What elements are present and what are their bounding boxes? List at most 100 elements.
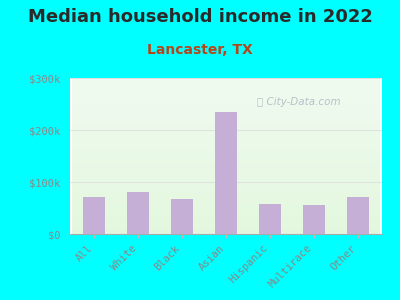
Bar: [72, 124, 380, 125]
Bar: [72, 211, 380, 212]
Bar: [72, 149, 380, 150]
Bar: [72, 107, 380, 108]
Bar: [72, 129, 380, 130]
Bar: [72, 90, 380, 91]
Bar: [72, 152, 380, 153]
Bar: [72, 223, 380, 224]
Bar: [72, 200, 380, 201]
Bar: [72, 205, 380, 206]
Bar: [72, 93, 380, 94]
Bar: [72, 210, 380, 211]
Bar: [72, 146, 380, 147]
Bar: [83, 196, 105, 234]
Bar: [72, 92, 380, 93]
Text: Lancaster, TX: Lancaster, TX: [147, 44, 253, 58]
Bar: [72, 206, 380, 207]
Bar: [72, 143, 380, 144]
Bar: [72, 97, 380, 98]
Bar: [72, 156, 380, 157]
Bar: [72, 176, 380, 177]
Bar: [72, 214, 380, 215]
Bar: [72, 159, 380, 160]
Bar: [72, 179, 380, 180]
Bar: [72, 121, 380, 122]
Bar: [72, 167, 380, 168]
Bar: [72, 91, 380, 92]
Bar: [72, 110, 380, 111]
Bar: [72, 207, 380, 208]
Bar: [72, 186, 380, 187]
Bar: [72, 174, 380, 175]
Bar: [72, 158, 380, 159]
Bar: [72, 100, 380, 101]
Bar: [72, 215, 380, 216]
Bar: [72, 209, 380, 210]
Bar: [72, 188, 380, 189]
Bar: [72, 138, 380, 139]
Bar: [72, 87, 380, 88]
Bar: [72, 132, 380, 133]
Bar: [72, 84, 380, 85]
Bar: [72, 228, 380, 229]
Bar: [72, 148, 380, 149]
Bar: [72, 80, 380, 81]
Bar: [72, 226, 380, 227]
Bar: [72, 154, 380, 155]
Bar: [72, 86, 380, 87]
Bar: [72, 160, 380, 161]
Bar: [72, 122, 380, 123]
Bar: [72, 232, 380, 233]
Bar: [72, 184, 380, 185]
Bar: [72, 177, 380, 178]
Bar: [171, 199, 193, 234]
Bar: [72, 147, 380, 148]
Text: Median household income in 2022: Median household income in 2022: [28, 8, 372, 26]
Bar: [72, 196, 380, 197]
Bar: [72, 195, 380, 196]
Bar: [72, 181, 380, 182]
Bar: [72, 81, 380, 82]
Bar: [72, 88, 380, 89]
Bar: [72, 127, 380, 128]
Bar: [72, 155, 380, 156]
Bar: [72, 192, 380, 193]
Bar: [72, 204, 380, 205]
Bar: [72, 115, 380, 116]
Bar: [72, 128, 380, 129]
Bar: [72, 203, 380, 204]
Bar: [72, 213, 380, 214]
Bar: [72, 78, 380, 79]
Bar: [72, 216, 380, 217]
Bar: [72, 171, 380, 172]
Bar: [72, 94, 380, 95]
Bar: [72, 145, 380, 146]
Bar: [72, 199, 380, 200]
Bar: [127, 192, 149, 234]
Bar: [72, 212, 380, 213]
Bar: [72, 182, 380, 183]
Bar: [72, 135, 380, 136]
Bar: [72, 194, 380, 195]
Bar: [72, 161, 380, 162]
Bar: [72, 157, 380, 158]
Bar: [72, 130, 380, 131]
Bar: [72, 142, 380, 143]
Bar: [72, 109, 380, 110]
Bar: [72, 172, 380, 173]
Bar: [72, 114, 380, 115]
Bar: [72, 134, 380, 135]
Bar: [72, 175, 380, 176]
Bar: [72, 116, 380, 117]
Bar: [347, 196, 369, 234]
Bar: [215, 112, 237, 234]
Bar: [72, 118, 380, 119]
Bar: [72, 119, 380, 120]
Bar: [72, 164, 380, 165]
Bar: [72, 79, 380, 80]
Bar: [72, 83, 380, 84]
Bar: [72, 230, 380, 231]
Bar: [72, 183, 380, 184]
Bar: [72, 153, 380, 154]
Bar: [72, 165, 380, 166]
Bar: [72, 144, 380, 145]
